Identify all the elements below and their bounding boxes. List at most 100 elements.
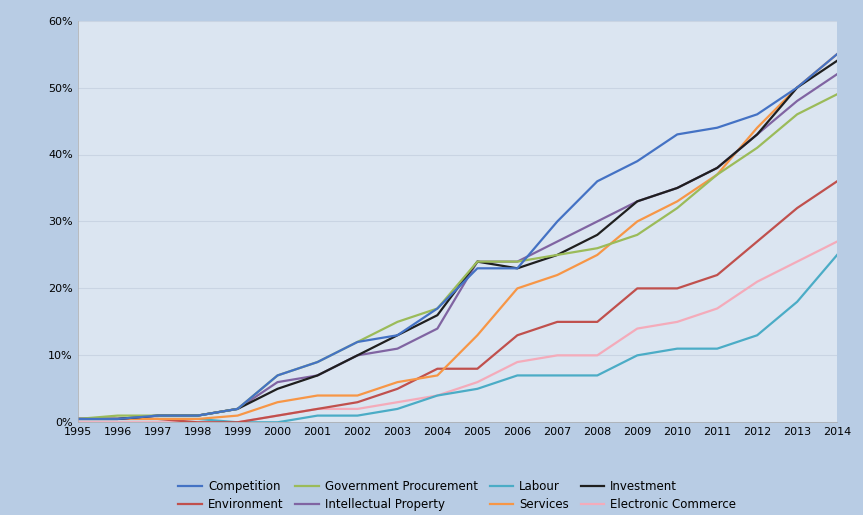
- Intellectual Property: [672, 185, 683, 191]
- Investment: [432, 312, 443, 318]
- Services: [153, 416, 163, 422]
- Electronic Commerce: [832, 238, 842, 245]
- Services: [752, 125, 762, 131]
- Intellectual Property: [592, 218, 602, 225]
- Government Procurement: [352, 339, 362, 345]
- Investment: [472, 259, 482, 265]
- Services: [232, 413, 243, 419]
- Labour: [112, 416, 123, 422]
- Government Procurement: [672, 205, 683, 211]
- Electronic Commerce: [352, 406, 362, 412]
- Electronic Commerce: [632, 325, 642, 332]
- Environment: [153, 416, 163, 422]
- Services: [792, 84, 803, 91]
- Labour: [192, 416, 203, 422]
- Labour: [273, 419, 283, 425]
- Environment: [232, 419, 243, 425]
- Electronic Commerce: [112, 419, 123, 425]
- Services: [832, 51, 842, 57]
- Investment: [72, 416, 83, 422]
- Competition: [153, 413, 163, 419]
- Investment: [273, 386, 283, 392]
- Environment: [672, 285, 683, 291]
- Competition: [592, 178, 602, 184]
- Environment: [312, 406, 323, 412]
- Line: Government Procurement: Government Procurement: [78, 94, 837, 419]
- Government Procurement: [232, 406, 243, 412]
- Environment: [112, 416, 123, 422]
- Environment: [552, 319, 563, 325]
- Government Procurement: [393, 319, 403, 325]
- Intellectual Property: [312, 372, 323, 379]
- Services: [112, 416, 123, 422]
- Environment: [832, 178, 842, 184]
- Competition: [472, 265, 482, 271]
- Intellectual Property: [712, 165, 722, 171]
- Intellectual Property: [512, 259, 522, 265]
- Services: [393, 379, 403, 385]
- Labour: [672, 346, 683, 352]
- Government Procurement: [752, 145, 762, 151]
- Investment: [832, 58, 842, 64]
- Competition: [712, 125, 722, 131]
- Intellectual Property: [792, 98, 803, 104]
- Services: [273, 399, 283, 405]
- Competition: [192, 413, 203, 419]
- Competition: [752, 111, 762, 117]
- Competition: [312, 359, 323, 365]
- Competition: [432, 305, 443, 312]
- Electronic Commerce: [432, 392, 443, 399]
- Services: [432, 372, 443, 379]
- Legend: Competition, Environment, Government Procurement, Intellectual Property, Labour,: Competition, Environment, Government Pro…: [179, 480, 736, 511]
- Services: [192, 416, 203, 422]
- Electronic Commerce: [672, 319, 683, 325]
- Labour: [153, 416, 163, 422]
- Competition: [832, 51, 842, 57]
- Competition: [632, 158, 642, 164]
- Labour: [832, 252, 842, 258]
- Electronic Commerce: [472, 379, 482, 385]
- Labour: [72, 416, 83, 422]
- Services: [352, 392, 362, 399]
- Environment: [792, 205, 803, 211]
- Environment: [592, 319, 602, 325]
- Services: [552, 272, 563, 278]
- Government Procurement: [512, 259, 522, 265]
- Intellectual Property: [72, 416, 83, 422]
- Investment: [672, 185, 683, 191]
- Intellectual Property: [552, 238, 563, 245]
- Services: [72, 416, 83, 422]
- Labour: [752, 332, 762, 338]
- Labour: [632, 352, 642, 358]
- Competition: [232, 406, 243, 412]
- Competition: [552, 218, 563, 225]
- Electronic Commerce: [153, 419, 163, 425]
- Environment: [192, 419, 203, 425]
- Electronic Commerce: [752, 279, 762, 285]
- Competition: [273, 372, 283, 379]
- Competition: [512, 265, 522, 271]
- Electronic Commerce: [393, 399, 403, 405]
- Labour: [592, 372, 602, 379]
- Services: [312, 392, 323, 399]
- Government Procurement: [632, 232, 642, 238]
- Investment: [792, 84, 803, 91]
- Competition: [352, 339, 362, 345]
- Environment: [432, 366, 443, 372]
- Government Procurement: [712, 171, 722, 178]
- Electronic Commerce: [192, 419, 203, 425]
- Services: [632, 218, 642, 225]
- Government Procurement: [792, 111, 803, 117]
- Intellectual Property: [192, 413, 203, 419]
- Labour: [432, 392, 443, 399]
- Electronic Commerce: [592, 352, 602, 358]
- Intellectual Property: [752, 131, 762, 138]
- Line: Services: Services: [78, 54, 837, 419]
- Investment: [192, 413, 203, 419]
- Intellectual Property: [232, 406, 243, 412]
- Competition: [72, 416, 83, 422]
- Intellectual Property: [273, 379, 283, 385]
- Government Procurement: [472, 259, 482, 265]
- Labour: [712, 346, 722, 352]
- Government Procurement: [112, 413, 123, 419]
